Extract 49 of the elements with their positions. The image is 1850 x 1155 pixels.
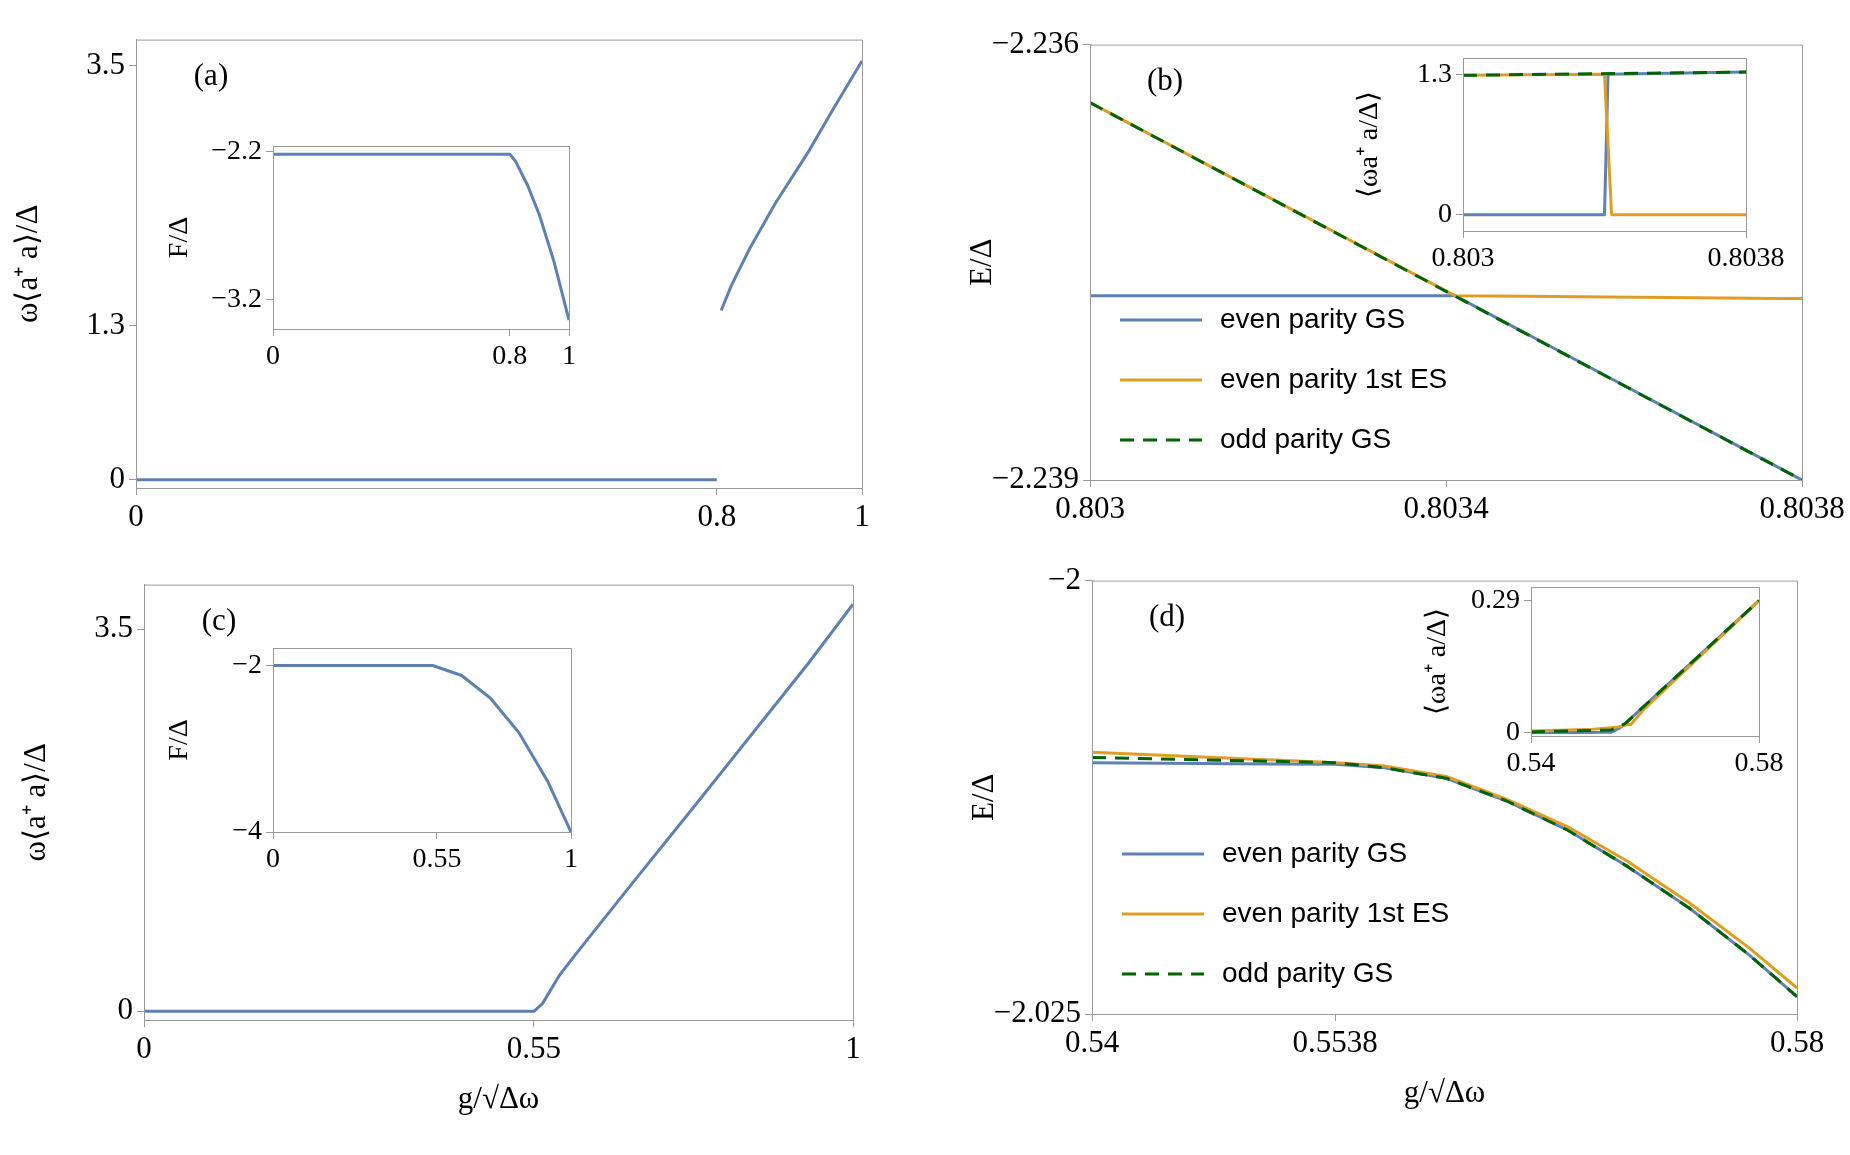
x-axis-title: g/√Δω <box>457 1079 540 1115</box>
y-axis-title: ω⟨a⁺ a⟩/Δ <box>8 204 44 323</box>
y-axis-title: E/Δ <box>964 773 1000 822</box>
x-tick-label: 0.8034 <box>1403 489 1490 525</box>
y-axis-title: ω⟨a⁺ a⟩/Δ <box>16 743 52 862</box>
y-axis-title: ⟨ωa⁺ a/Δ⟩ <box>1352 90 1384 199</box>
y-tick-label: 0 <box>117 991 133 1027</box>
y-tick-label: 3.5 <box>86 45 125 81</box>
y-tick-label: −4 <box>232 814 262 846</box>
x-tick-label: 0.8038 <box>1759 489 1845 525</box>
x-tick-label: 0.58 <box>1769 1023 1825 1059</box>
x-tick-label: 1 <box>562 339 576 371</box>
annotation: (d) <box>1148 597 1186 633</box>
x-tick-label: 0.8 <box>697 497 737 533</box>
annotation: (c) <box>201 601 237 637</box>
x-tick-label: 0.8 <box>492 339 528 371</box>
x-tick-label: 1 <box>845 1029 861 1065</box>
x-tick-label: 1 <box>564 842 578 874</box>
y-axis-title: F/Δ <box>162 216 194 259</box>
legend-label: even parity GS <box>1222 836 1408 868</box>
y-tick-label: −2 <box>1048 560 1081 596</box>
annotation: (a) <box>193 56 229 92</box>
legend-label: even parity 1st ES <box>1220 362 1448 394</box>
y-tick-label: −2 <box>232 647 262 679</box>
y-axis-title: F/Δ <box>162 719 194 761</box>
y-axis-title: E/Δ <box>962 238 998 287</box>
x-tick-label: 0.54 <box>1506 746 1556 778</box>
y-tick-label: 0 <box>109 459 125 495</box>
legend-label: even parity 1st ES <box>1222 896 1450 928</box>
y-tick-label: −2.236 <box>991 24 1079 60</box>
y-tick-label: −3.2 <box>211 281 262 313</box>
legend-label: odd parity GS <box>1220 422 1392 454</box>
y-tick-label: −2.2 <box>211 133 262 165</box>
y-tick-label: 3.5 <box>94 609 133 645</box>
legend-label: even parity GS <box>1220 302 1406 334</box>
y-tick-label: 1.3 <box>86 306 125 342</box>
x-tick-label: 0.5538 <box>1292 1023 1378 1059</box>
x-tick-label: 0.8038 <box>1707 241 1785 273</box>
x-tick-label: 1 <box>854 497 870 533</box>
x-tick-label: 0.803 <box>1431 241 1495 273</box>
annotation: (b) <box>1146 61 1184 97</box>
x-tick-label: 0.55 <box>506 1029 562 1065</box>
legend-label: odd parity GS <box>1222 956 1394 988</box>
y-tick-label: 0.29 <box>1471 583 1520 615</box>
x-axis-title: g/√Δω <box>1403 1073 1486 1109</box>
y-axis-title: ⟨ωa⁺ a/Δ⟩ <box>1420 607 1452 716</box>
y-tick-label: 1.3 <box>1417 56 1452 88</box>
x-tick-label: 0.58 <box>1734 746 1784 778</box>
x-tick-label: 0.55 <box>412 842 462 874</box>
